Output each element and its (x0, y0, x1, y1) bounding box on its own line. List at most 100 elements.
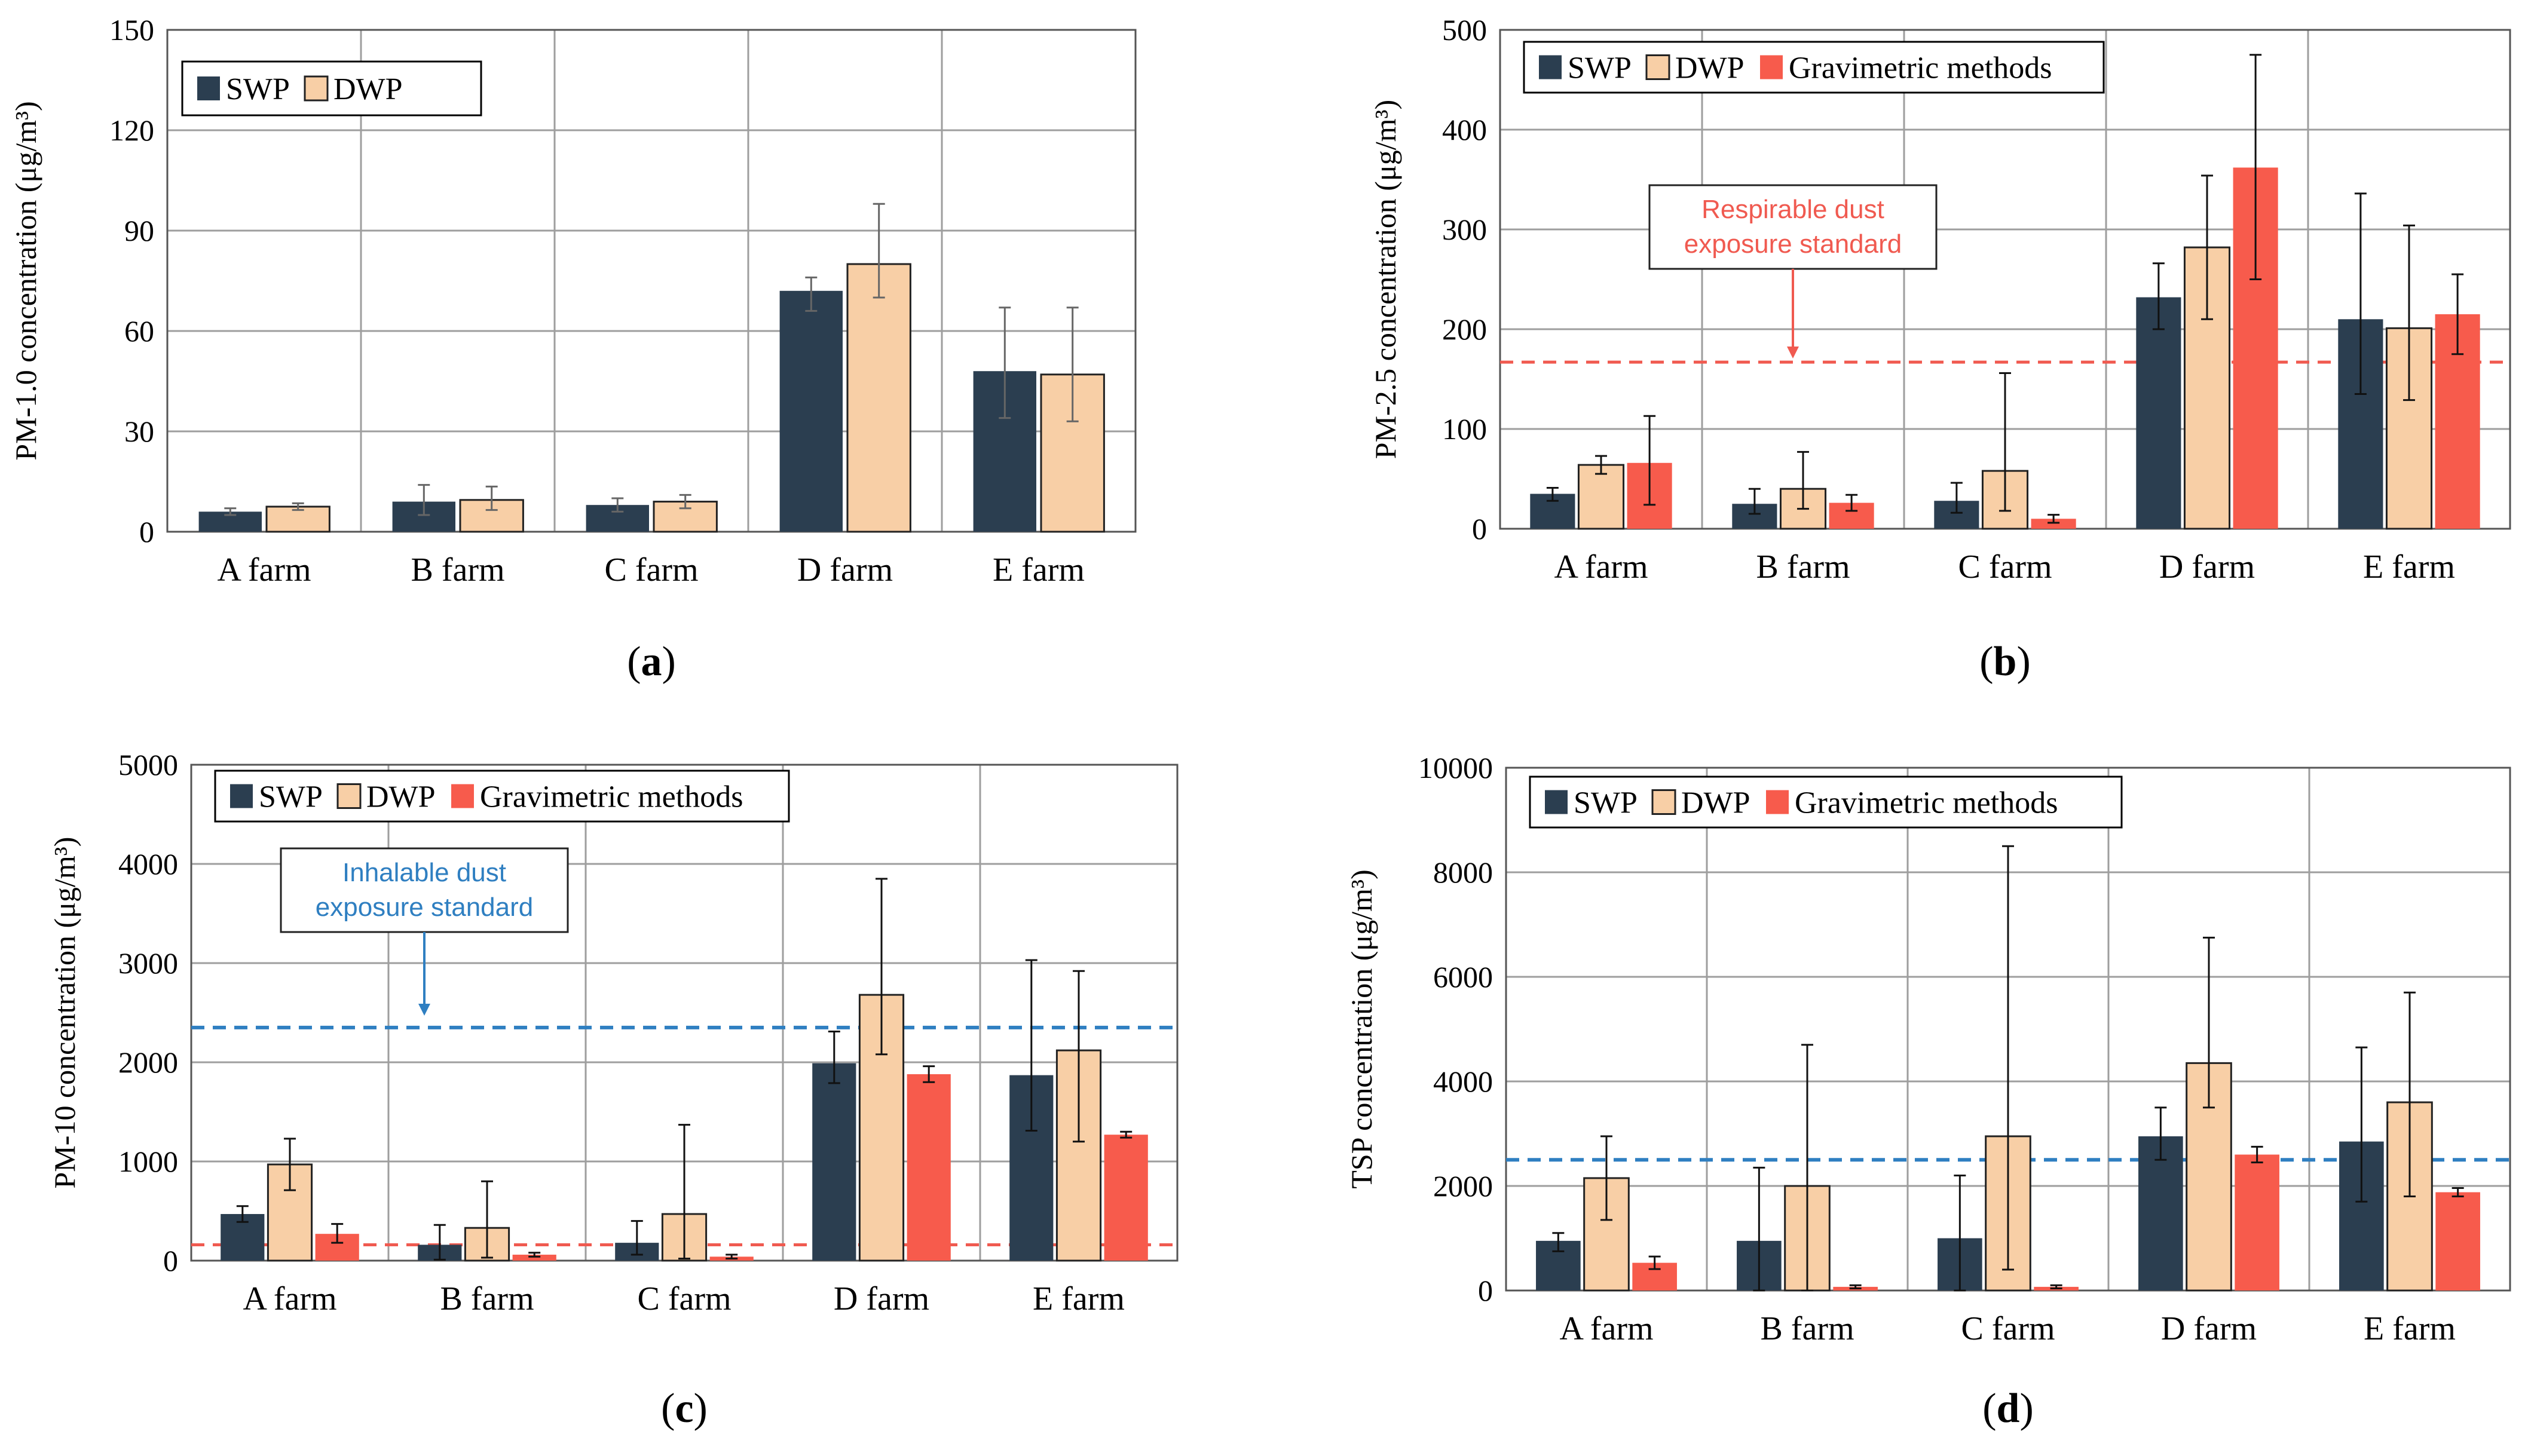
chart-panel-d: 0 2000 4000 6000 8000 10000 A farm B farm C farm… (1345, 751, 2511, 1432)
legend-swatch-gravimetric-methods (1760, 55, 1783, 79)
annotation-arrowhead (1787, 347, 1799, 358)
bar-dwp (858, 994, 905, 1262)
y-tick-label: 2000 (1433, 1169, 1493, 1203)
legend-label: SWP (1568, 51, 1632, 85)
y-tick-label: 3000 (118, 946, 178, 980)
plot-area (166, 29, 1137, 533)
y-tick-label: 0 (1472, 512, 1487, 545)
annotation-arrowhead (418, 1004, 430, 1016)
legend-label: DWP (366, 780, 436, 814)
y-tick-label: 60 (124, 314, 154, 348)
y-tick-label: 10000 (1418, 751, 1493, 784)
legend-swatch-swp (1539, 55, 1562, 79)
x-category-label: C farm (1958, 548, 2052, 586)
annotation-text: exposure standard (1684, 229, 1902, 259)
y-tick-label: 0 (163, 1244, 178, 1277)
y-axis-label: PM-10 concentration (μg/m³) (48, 837, 81, 1189)
x-category-label: A farm (217, 551, 311, 588)
legend-swatch-swp (197, 76, 220, 100)
bar-gravimetric-methods (1104, 1135, 1148, 1261)
panel-caption: (c) (661, 1386, 708, 1432)
panel-caption: (b) (1979, 639, 2031, 685)
y-axis-label: PM-1.0 concentration (μg/m³) (9, 101, 42, 460)
bar-dwp (2186, 1062, 2232, 1292)
x-category-label: A farm (243, 1280, 336, 1317)
y-axis-label: PM-2.5 concentration (μg/m³) (1369, 100, 1402, 459)
chart-panel-c: 0 1000 2000 3000 4000 5000 A farm B farm C farm D… (48, 748, 1179, 1432)
y-tick-label: 6000 (1433, 960, 1493, 994)
panel-caption: (a) (627, 639, 676, 685)
bar-dwp (653, 501, 718, 533)
x-category-label: D farm (2161, 1310, 2257, 1347)
bar-gravimetric-methods (2235, 1154, 2279, 1291)
legend-swatch-dwp (1651, 789, 1676, 815)
legend-label: Gravimetric methods (1789, 51, 2052, 85)
x-category-label: B farm (440, 1280, 534, 1317)
bar-swp (2138, 1136, 2183, 1291)
bar-gravimetric-methods (2435, 1192, 2480, 1291)
y-tick-label: 30 (124, 415, 154, 448)
y-tick-label: 0 (139, 515, 154, 548)
y-tick-label: 4000 (118, 847, 178, 881)
y-tick-label: 120 (109, 114, 154, 147)
y-tick-label: 200 (1442, 312, 1487, 346)
y-tick-label: 0 (1478, 1274, 1493, 1307)
x-category-label: C farm (637, 1280, 731, 1317)
legend-label: DWP (1675, 51, 1744, 85)
y-tick-label: 2000 (118, 1046, 178, 1079)
x-category-label: D farm (797, 551, 893, 588)
x-category-label: A farm (1554, 548, 1648, 586)
y-tick-label: 150 (109, 13, 154, 47)
y-tick-label: 300 (1442, 213, 1487, 246)
legend-label: SWP (226, 72, 290, 106)
bar-gravimetric-methods (2031, 519, 2076, 529)
annotation-text: exposure standard (316, 893, 533, 922)
legend-label: SWP (1574, 786, 1638, 820)
annotation-text: Inhalable dust (342, 858, 506, 887)
legend-swatch-gravimetric-methods (1766, 790, 1789, 814)
legend-swatch-swp (1545, 790, 1568, 814)
bar-swp (2136, 297, 2181, 529)
y-tick-label: 1000 (118, 1145, 178, 1178)
x-category-label: C farm (1961, 1310, 2055, 1347)
x-category-label: E farm (2363, 548, 2455, 586)
x-category-label: E farm (2364, 1310, 2456, 1347)
bar-dwp (846, 263, 911, 533)
y-tick-label: 500 (1442, 13, 1487, 47)
x-category-label: D farm (834, 1280, 929, 1317)
legend-swatch-dwp (1645, 54, 1670, 80)
x-category-label: A farm (1559, 1310, 1653, 1347)
y-axis-label: TSP concentration (μg/m³) (1345, 869, 1378, 1188)
y-tick-label: 90 (124, 214, 154, 247)
x-category-label: C farm (604, 551, 698, 588)
legend-swatch-dwp (336, 783, 362, 809)
y-tick-label: 400 (1442, 113, 1487, 146)
legend-label: DWP (1681, 786, 1750, 820)
chart-panel-a: 0 30 60 90 120 150 A farm B farm C farm D farm E f… (9, 13, 1137, 685)
legend-swatch-dwp (304, 75, 329, 102)
x-category-label: E farm (1033, 1280, 1125, 1317)
panel-caption: (d) (1982, 1386, 2034, 1432)
chart-panel-b: 0 100 200 300 400 500 A farm B farm C farm D farm… (1369, 13, 2511, 685)
x-category-label: D farm (2159, 548, 2255, 586)
legend-box (1529, 775, 2123, 829)
y-tick-label: 8000 (1433, 856, 1493, 889)
x-category-label: E farm (993, 551, 1085, 588)
bar-dwp (265, 505, 330, 533)
y-tick-label: 100 (1442, 412, 1487, 446)
legend-label: Gravimetric methods (480, 780, 743, 814)
bar-gravimetric-methods (512, 1255, 556, 1261)
y-tick-label: 4000 (1433, 1065, 1493, 1098)
legend-label: Gravimetric methods (1795, 786, 2058, 820)
bar-swp (779, 290, 843, 532)
y-tick-label: 5000 (118, 748, 178, 781)
legend-box (214, 770, 790, 823)
legend-label: SWP (259, 780, 323, 814)
legend-label: DWP (333, 72, 403, 106)
legend-swatch-swp (230, 784, 253, 808)
legend-swatch-gravimetric-methods (451, 784, 474, 808)
x-category-label: B farm (1756, 548, 1850, 586)
annotation-text: Respirable dust (1701, 195, 1884, 224)
legend-box (1523, 41, 2105, 94)
